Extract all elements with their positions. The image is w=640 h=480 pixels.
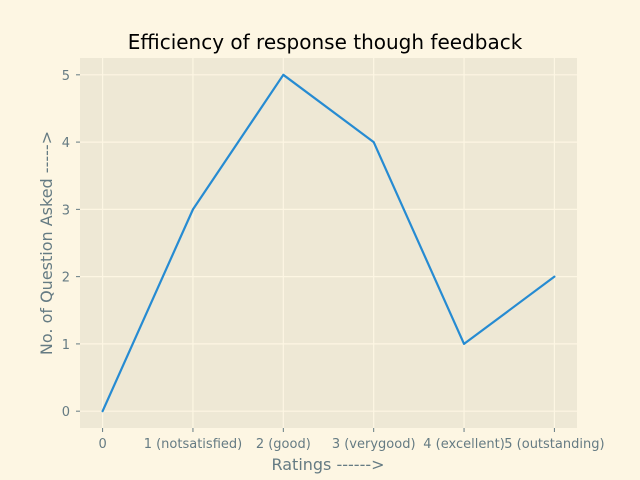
- x-tick-label: 4 (excellent): [423, 437, 505, 452]
- y-tick-label: 1: [62, 338, 70, 353]
- axis-ticks: 0 1 (notsatisfied) 2 (good) 3 (verygood) 4 (…: [62, 69, 605, 452]
- x-tick-label: 0: [98, 437, 106, 452]
- x-tick-label: 5 (outstanding): [504, 437, 604, 452]
- series-line: [101, 73, 556, 413]
- series-layer: [101, 73, 556, 413]
- x-axis-label: Ratings ------>: [271, 455, 384, 474]
- x-tick-label: 2 (good): [256, 437, 311, 452]
- plot-area: [80, 58, 577, 428]
- x-tick-label: 3 (verygood): [332, 437, 416, 452]
- y-tick-label: 3: [62, 203, 70, 218]
- y-tick-label: 2: [62, 271, 70, 286]
- x-tick-label: 1 (notsatisfied): [144, 437, 243, 452]
- grid-lines: [80, 58, 577, 428]
- y-tick-label: 5: [62, 69, 70, 84]
- y-axis-label: No. of Question Asked ----->: [37, 131, 56, 355]
- y-tick-label: 0: [62, 405, 70, 420]
- y-tick-label: 4: [62, 136, 70, 151]
- chart-title: Efficiency of response though feedback: [128, 30, 523, 54]
